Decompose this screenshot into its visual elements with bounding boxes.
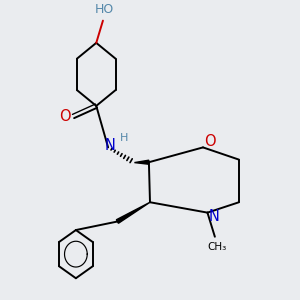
Text: O: O xyxy=(59,109,71,124)
Text: N: N xyxy=(104,138,116,153)
Polygon shape xyxy=(116,202,150,223)
Text: O: O xyxy=(204,134,215,149)
Polygon shape xyxy=(134,160,149,164)
Text: CH₃: CH₃ xyxy=(207,242,226,252)
Text: N: N xyxy=(209,209,220,224)
Text: H: H xyxy=(120,133,128,143)
Text: HO: HO xyxy=(95,3,114,16)
